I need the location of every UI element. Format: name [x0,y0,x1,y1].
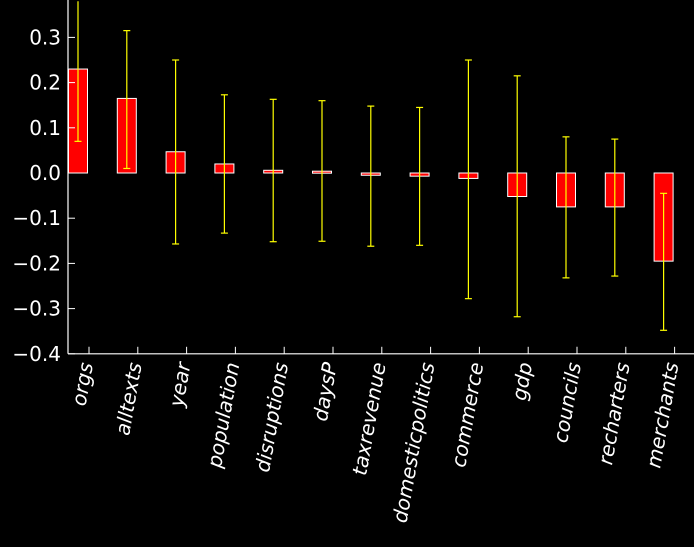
y-tick-label: −0.2 [12,251,61,275]
y-tick-label: 0.2 [29,71,61,95]
x-tick-label-alltexts: alltexts [110,361,146,438]
y-tick-label: 0.1 [29,116,61,140]
x-tick-label-daysP: daysP [308,360,342,423]
error-bar-commerce [464,59,472,300]
error-bar-recharters [611,138,619,277]
y-tick-label: −0.1 [12,206,61,230]
x-tick-label-taxrevenue: taxrevenue [347,361,390,478]
y-ticks-group: −0.4 −0.3 −0.2 −0.1 0.0 0.1 0.2 0.3 [12,25,75,366]
error-bar-disruptions [269,98,277,243]
y-tick-label: −0.3 [12,297,61,321]
error-bar-taxrevenue [367,105,375,247]
error-bar-daysP [318,100,326,242]
x-tick-label-councils: councils [548,361,586,445]
y-tick-label: −0.4 [12,342,61,366]
error-bars-group [74,1,668,331]
axes-group [67,0,694,355]
error-bar-councils [562,136,570,279]
x-tick-label-year: year [164,359,196,410]
x-tick-label-orgs: orgs [67,361,98,408]
error-bar-orgs [74,1,82,142]
error-bar-population [220,94,228,234]
y-tick-label: 0.0 [29,161,61,185]
error-bar-gdp [513,75,521,318]
x-tick-label-gdp: gdp [507,361,537,403]
x-labels-group: orgs alltexts year population disruptions day… [67,346,684,525]
x-tick-label-disruptions: disruptions [250,361,293,474]
x-tick-label-recharters: recharters [593,361,635,467]
y-tick-label: 0.3 [29,25,61,49]
error-bar-alltexts [123,30,131,170]
x-tick-label-population: population [202,361,244,471]
error-bar-domesticpolitics [416,106,424,246]
x-tick-label-domesticpolitics: domesticpolitics [388,361,440,525]
x-tick-label-commerce: commerce [446,361,488,470]
error-bar-year [172,59,180,245]
x-tick-label-merchants: merchants [641,361,683,470]
error-bar-merchants [660,192,668,331]
